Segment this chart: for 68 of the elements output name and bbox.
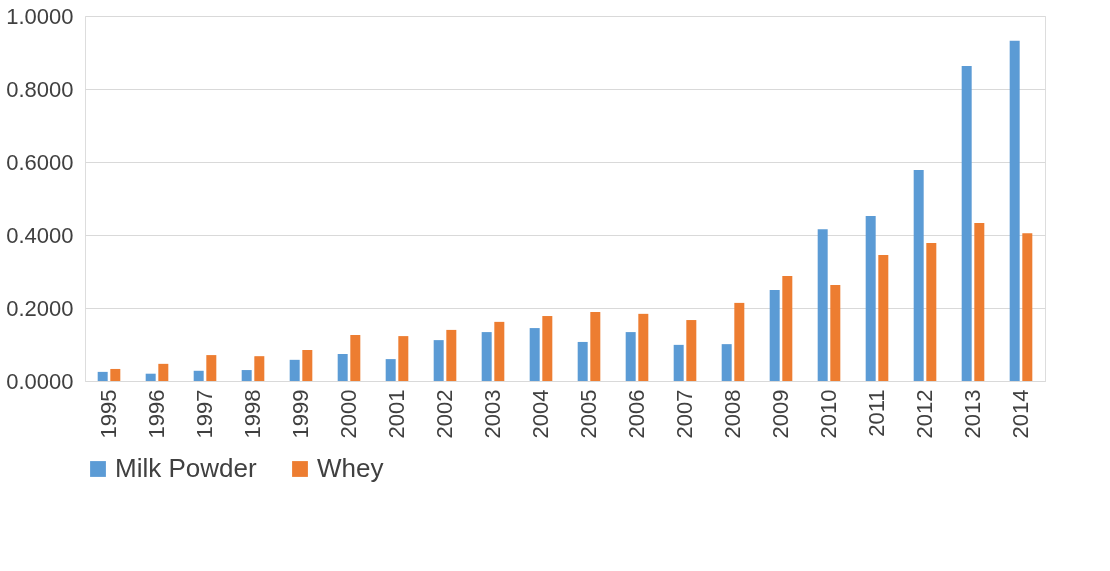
x-tick-label: 2002 bbox=[432, 389, 457, 439]
y-tick-label: 0.2000 bbox=[6, 295, 74, 321]
x-tick-label: 1996 bbox=[144, 389, 169, 439]
bar bbox=[446, 329, 457, 381]
bar bbox=[254, 356, 265, 381]
x-tick-label: 2008 bbox=[720, 389, 745, 439]
x-tick-label: 2013 bbox=[960, 389, 985, 439]
bar bbox=[577, 341, 588, 381]
y-tick-label: 0.6000 bbox=[6, 149, 74, 175]
bar bbox=[961, 66, 972, 381]
x-tick-label: 2011 bbox=[864, 389, 889, 437]
y-tick-label: 0.4000 bbox=[6, 222, 74, 248]
bar bbox=[686, 320, 697, 381]
bar bbox=[529, 328, 540, 381]
bar bbox=[721, 344, 732, 381]
bar bbox=[542, 316, 553, 381]
bar bbox=[433, 340, 444, 381]
bar bbox=[494, 321, 505, 381]
bar bbox=[926, 243, 937, 381]
x-tick-label: 2007 bbox=[672, 389, 697, 439]
bar bbox=[158, 363, 169, 381]
bar bbox=[145, 373, 156, 381]
x-tick-label: 1997 bbox=[192, 389, 217, 439]
bar bbox=[193, 370, 204, 381]
bar bbox=[974, 222, 985, 381]
bar bbox=[673, 344, 684, 381]
bar bbox=[830, 285, 841, 381]
bar bbox=[734, 302, 745, 381]
bar bbox=[97, 371, 108, 381]
x-tick-label: 2003 bbox=[480, 389, 505, 439]
y-tick-label: 0.8000 bbox=[6, 76, 74, 102]
bar bbox=[913, 170, 924, 381]
x-tick-label: 2001 bbox=[384, 389, 409, 439]
x-tick-label: 2010 bbox=[816, 389, 841, 439]
bar bbox=[782, 275, 793, 381]
bar bbox=[638, 313, 649, 381]
y-tick-label: 0.0000 bbox=[6, 368, 74, 394]
bar bbox=[302, 349, 313, 381]
x-tick-label: 2009 bbox=[768, 389, 793, 439]
bar bbox=[337, 353, 348, 381]
legend-label: Whey bbox=[317, 453, 384, 483]
bar bbox=[289, 359, 300, 381]
bar bbox=[481, 332, 492, 381]
x-tick-label: 1995 bbox=[96, 389, 121, 439]
bar bbox=[590, 312, 601, 381]
bar bbox=[110, 368, 121, 381]
bar bbox=[206, 355, 217, 381]
x-tick-label: 2005 bbox=[576, 389, 601, 439]
bar bbox=[241, 370, 252, 381]
bar bbox=[865, 216, 876, 381]
x-tick-label: 1999 bbox=[288, 389, 313, 439]
x-tick-label: 2006 bbox=[624, 389, 649, 439]
x-tick-label: 2014 bbox=[1008, 389, 1033, 439]
x-tick-label: 2004 bbox=[528, 389, 553, 439]
bar bbox=[817, 229, 828, 381]
y-tick-label: 1.0000 bbox=[6, 3, 74, 29]
bar bbox=[1022, 233, 1033, 381]
legend-label: Milk Powder bbox=[115, 453, 257, 483]
bar bbox=[350, 335, 361, 381]
x-tick-label: 2012 bbox=[912, 389, 937, 439]
bar bbox=[398, 336, 409, 381]
x-tick-label: 1998 bbox=[240, 389, 265, 439]
bar bbox=[878, 255, 889, 381]
bar bbox=[385, 359, 396, 381]
bar bbox=[625, 332, 636, 381]
x-tick-label: 2000 bbox=[336, 389, 361, 439]
bar bbox=[1009, 40, 1020, 381]
bar bbox=[769, 290, 780, 381]
